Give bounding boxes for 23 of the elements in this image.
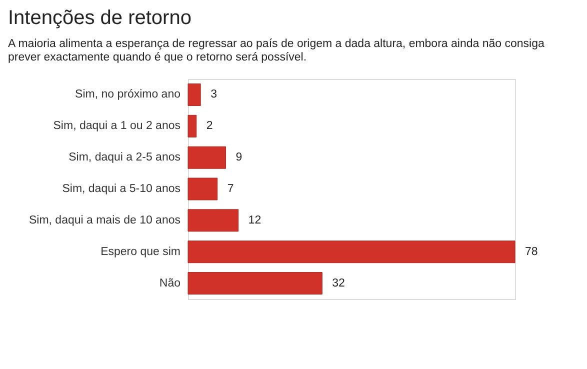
bar (188, 240, 516, 264)
y-tick-label: Sim, daqui a 1 ou 2 anos (53, 120, 181, 132)
y-tick-label: Sim, daqui a mais de 10 anos (28, 214, 181, 226)
data-label: 2 (206, 120, 213, 132)
data-label: 78 (525, 246, 538, 258)
y-tick-label: Sim, daqui a 5-10 anos (62, 183, 181, 195)
data-label: 12 (248, 214, 262, 226)
y-tick-label: Sim, no próximo ano (75, 88, 180, 101)
chart-subtitle: A maioria alimenta a esperança de regressar ao país de origem a dada altura, embora ainda não consiga prever exactamente quando é que o retorno será possível. (8, 38, 545, 64)
y-tick-label: Sim, daqui a 2-5 anos (68, 152, 181, 164)
data-label: 7 (227, 183, 234, 195)
bar (188, 178, 218, 200)
chart-title: Intenções de retorno (8, 7, 192, 29)
data-label: 9 (236, 152, 242, 164)
y-tick-label: Espero que sim (100, 246, 180, 258)
data-label: 32 (332, 277, 345, 290)
bar (188, 272, 322, 295)
data-label: 3 (210, 88, 217, 101)
y-tick-label: Não (159, 277, 180, 290)
bar (188, 83, 201, 106)
bar (188, 146, 226, 169)
bar (188, 114, 197, 138)
bar (188, 209, 239, 232)
